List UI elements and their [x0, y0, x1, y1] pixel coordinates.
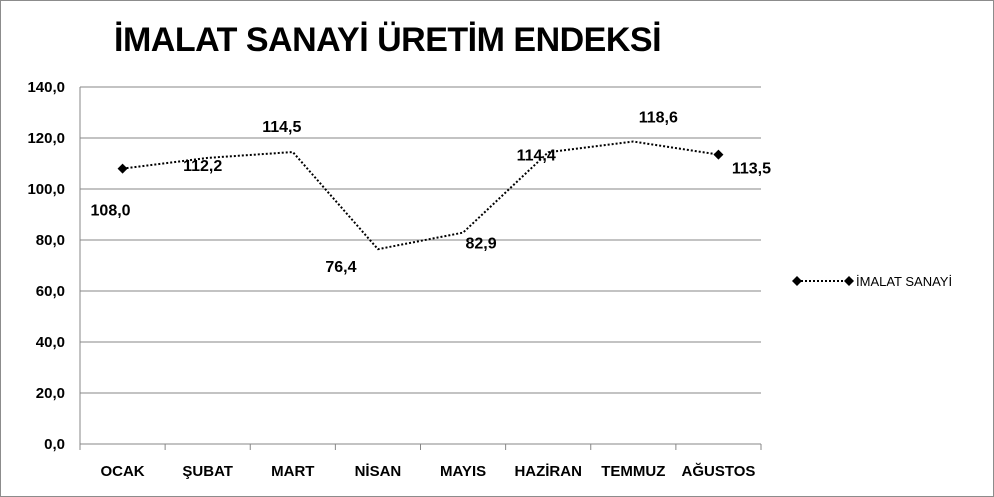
data-label: 108,0: [91, 203, 131, 220]
data-label: 112,2: [183, 158, 222, 175]
x-axis-ticks: OCAK ŞUBAT MART NİSAN MAYIS HAZİRAN TEMMUZ AĞUS…: [100, 462, 755, 480]
x-tick-label: NİSAN: [355, 463, 402, 480]
data-point-marker: [844, 276, 854, 286]
data-labels: 108,0 112,2 114,5 76,4 82,9 114,4 118,6 113,5: [91, 110, 772, 277]
data-point-marker: [792, 276, 802, 286]
data-point-marker: [713, 149, 724, 160]
x-tick-label: MAYIS: [440, 463, 486, 480]
chart-title: İMALAT SANAYİ ÜRETİM ENDEKSİ: [114, 21, 662, 59]
data-label: 114,5: [262, 119, 301, 136]
y-tick-label: 140,0: [27, 79, 65, 96]
x-tick-label: HAZİRAN: [514, 463, 582, 480]
gridlines: [79, 86, 762, 450]
y-tick-label: 100,0: [27, 181, 65, 198]
y-tick-label: 40,0: [36, 334, 65, 351]
y-tick-label: 120,0: [27, 130, 65, 147]
y-tick-label: 20,0: [36, 385, 65, 402]
x-tick-label: TEMMUZ: [601, 463, 665, 480]
y-axis-ticks: 0,0 20,0 40,0 60,0 80,0 100,0 120,0 140,0: [27, 79, 65, 453]
x-tick-label: OCAK: [100, 463, 144, 480]
data-point-marker: [117, 163, 128, 174]
series-line: [122, 140, 719, 251]
data-label: 82,9: [465, 236, 496, 253]
legend: İMALAT SANAYİ: [792, 274, 952, 289]
series-group: [117, 140, 724, 251]
x-tick-label: AĞUSTOS: [681, 462, 755, 480]
legend-label: İMALAT SANAYİ: [856, 274, 952, 289]
data-label: 113,5: [732, 161, 771, 178]
data-label: 118,6: [639, 110, 678, 127]
x-tick-label: MART: [271, 463, 314, 480]
y-tick-label: 80,0: [36, 232, 65, 249]
y-tick-label: 0,0: [44, 436, 65, 453]
data-label: 114,4: [517, 147, 556, 164]
y-tick-label: 60,0: [36, 283, 65, 300]
x-tick-label: ŞUBAT: [182, 463, 233, 480]
data-label: 76,4: [325, 259, 356, 276]
